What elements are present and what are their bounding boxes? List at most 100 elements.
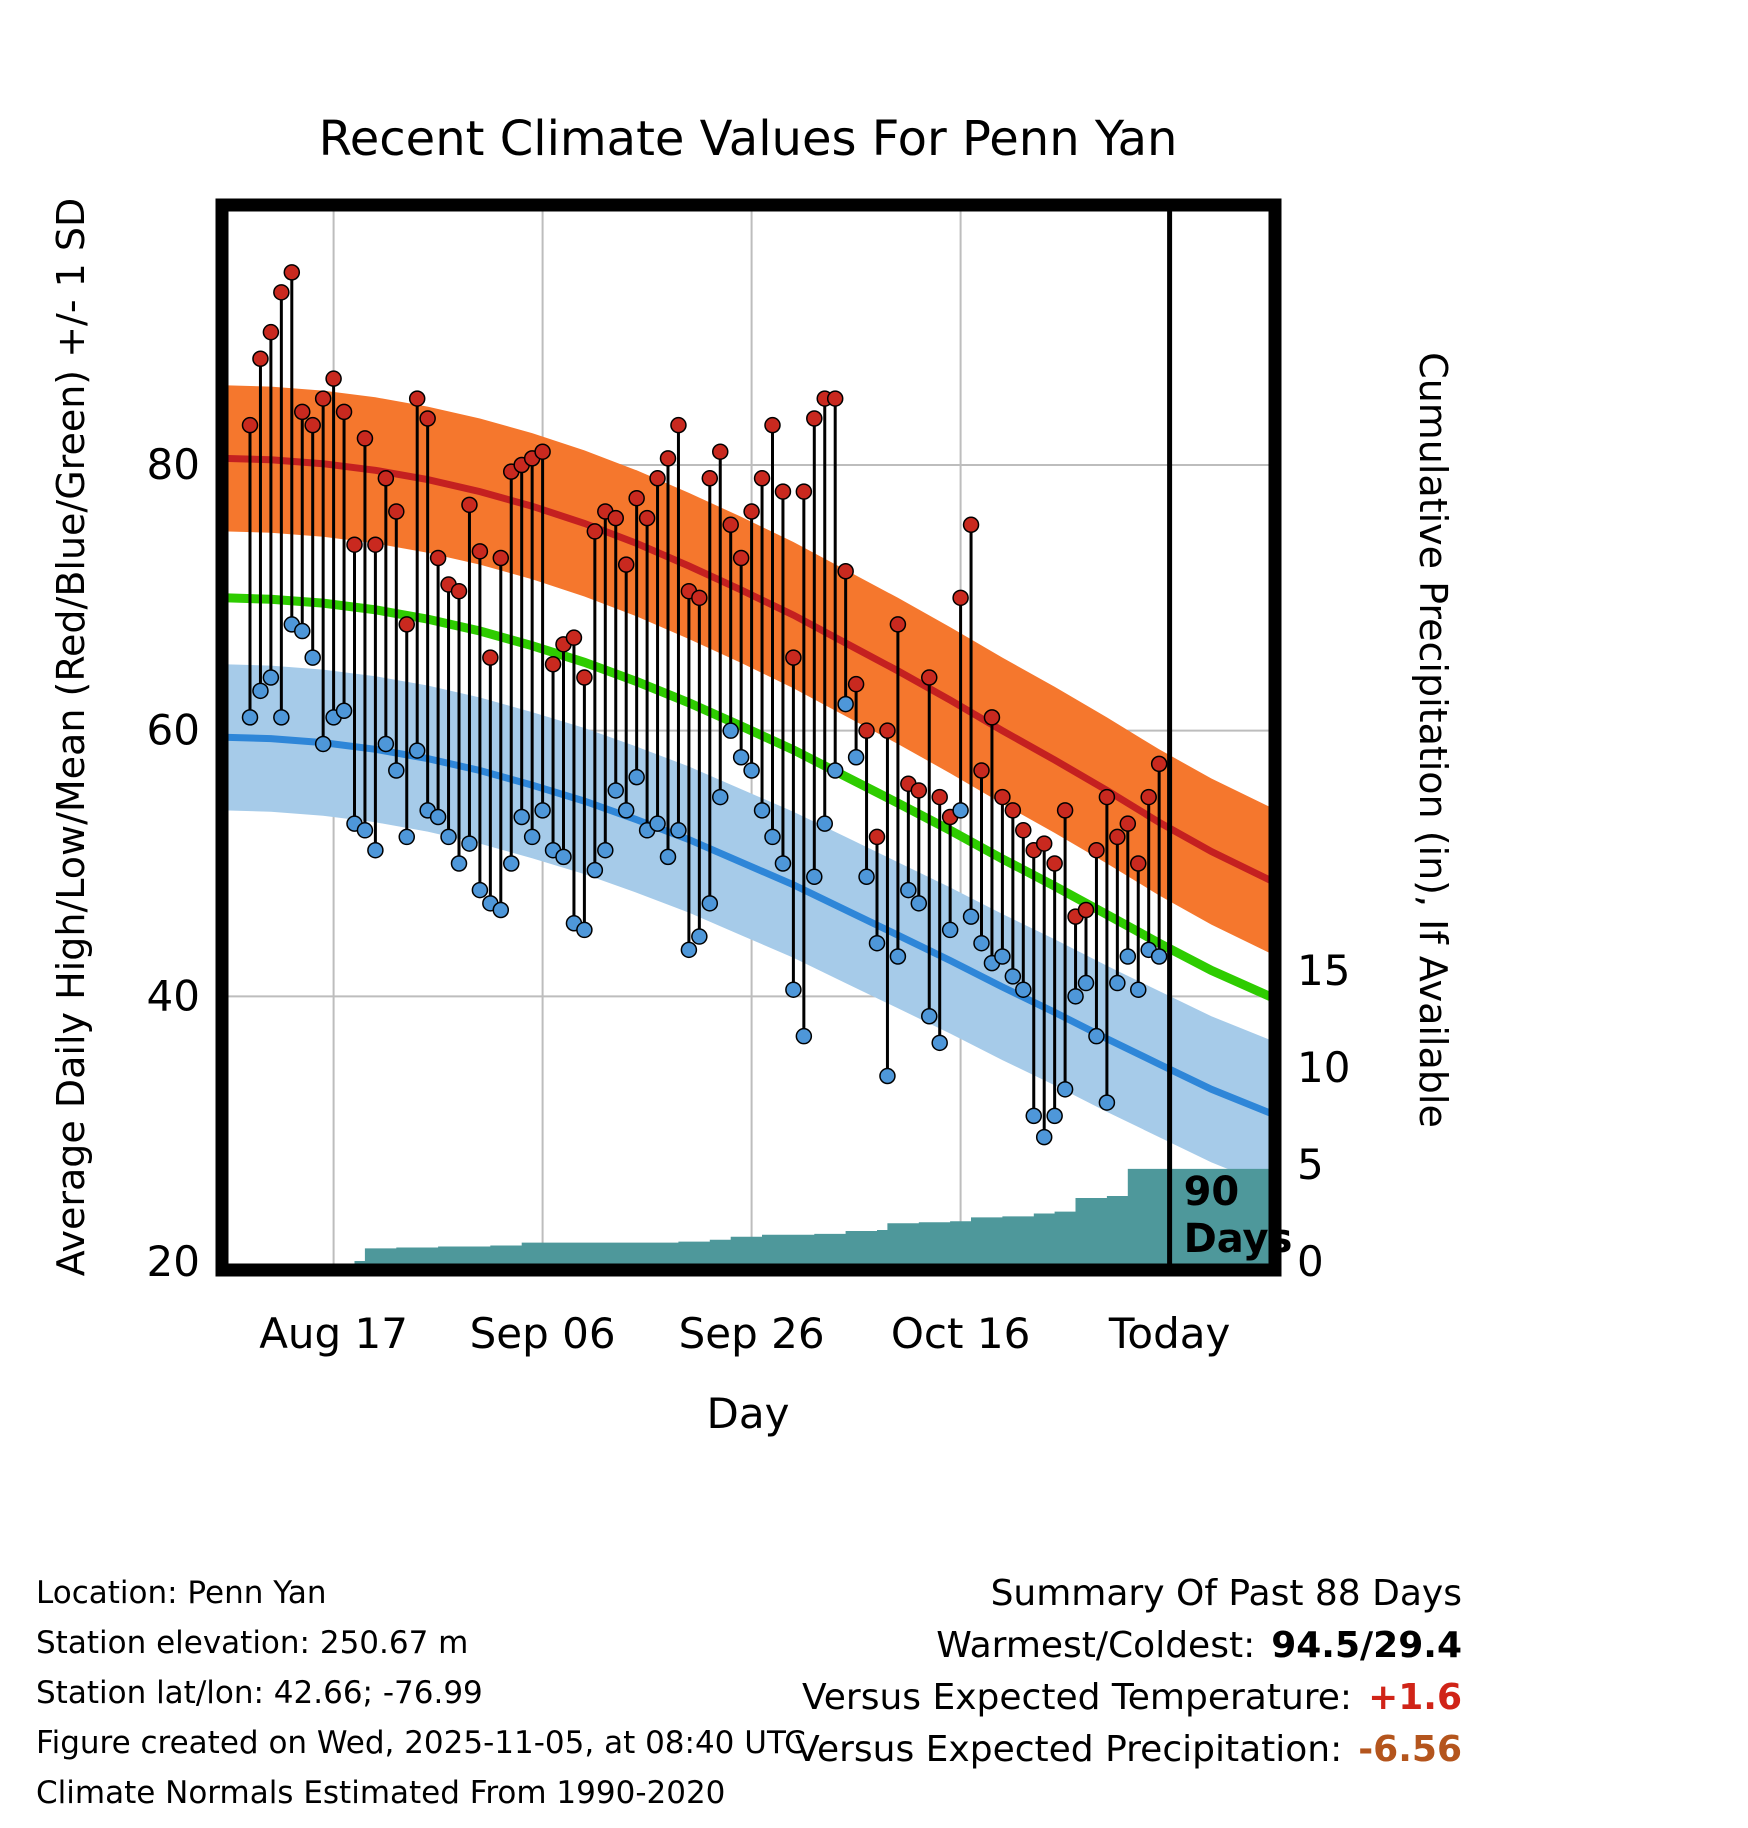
ninety-days-label-line1: 90 bbox=[1184, 1169, 1240, 1215]
climate-normals-note: Climate Normals Estimated From 1990-2020 bbox=[36, 1775, 726, 1811]
daily-high-dot bbox=[419, 410, 436, 427]
warmest-coldest-label: Warmest/Coldest: bbox=[936, 1625, 1256, 1666]
daily-low-dot bbox=[816, 815, 833, 832]
daily-high-dot bbox=[1035, 835, 1053, 852]
y-left-tick-label: 40 bbox=[147, 971, 200, 1020]
summary-vs-temperature: Versus Expected Temperature: +1.6 bbox=[795, 1672, 1462, 1724]
daily-high-dot bbox=[691, 589, 708, 607]
daily-low-dot bbox=[900, 881, 917, 899]
daily-high-dot bbox=[283, 264, 301, 281]
daily-high-dot bbox=[356, 430, 374, 447]
daily-low-dot bbox=[941, 921, 959, 939]
daily-low-dot bbox=[962, 908, 980, 925]
daily-high-dot bbox=[670, 416, 687, 434]
daily-low-dot bbox=[461, 835, 478, 852]
station-location: Location: Penn Yan bbox=[36, 1575, 327, 1611]
summary-title: Summary Of Past 88 Days bbox=[990, 1573, 1462, 1614]
daily-high-dot bbox=[889, 616, 907, 633]
daily-low-dot bbox=[440, 828, 457, 846]
vs-precipitation-label: Versus Expected Precipitation: bbox=[795, 1729, 1343, 1770]
daily-high-dot bbox=[1056, 802, 1074, 819]
daily-low-dot bbox=[732, 748, 750, 766]
daily-low-dot bbox=[304, 649, 321, 666]
daily-high-dot bbox=[764, 416, 781, 434]
daily-high-dot bbox=[753, 470, 771, 487]
daily-low-dot bbox=[858, 868, 875, 886]
daily-low-dot bbox=[680, 941, 698, 959]
daily-high-dot bbox=[325, 370, 342, 387]
daily-low-dot bbox=[377, 735, 395, 753]
x-tick-label: Sep 26 bbox=[679, 1309, 825, 1358]
daily-low-dot bbox=[1119, 948, 1137, 965]
daily-low-dot bbox=[1035, 1128, 1053, 1146]
daily-high-dot bbox=[1119, 815, 1137, 832]
daily-low-dot bbox=[367, 841, 384, 859]
daily-high-dot bbox=[1140, 788, 1157, 806]
daily-high-dot bbox=[450, 582, 468, 600]
daily-high-dot bbox=[732, 549, 750, 567]
daily-low-dot bbox=[1056, 1081, 1074, 1098]
plot-border bbox=[215, 198, 1282, 1277]
daily-low-dot bbox=[670, 822, 687, 839]
y-left-tick-label: 60 bbox=[147, 706, 200, 755]
daily-low-dot bbox=[1077, 974, 1095, 992]
daily-high-dot bbox=[983, 709, 1001, 726]
station-info: Location: Penn Yan Station elevation: 25… bbox=[36, 1568, 806, 1818]
daily-high-dot bbox=[1109, 828, 1126, 846]
warmest-coldest-value: 94.5/29.4 bbox=[1271, 1625, 1462, 1666]
daily-high-dot bbox=[847, 675, 865, 693]
daily-high-dot bbox=[294, 403, 311, 421]
daily-high-dot bbox=[931, 788, 948, 806]
daily-low-dot bbox=[994, 948, 1011, 965]
daily-low-dot bbox=[628, 768, 645, 786]
daily-high-dot bbox=[617, 556, 635, 573]
daily-low-dot bbox=[973, 934, 990, 952]
daily-low-dot bbox=[952, 802, 969, 819]
daily-low-dot bbox=[806, 868, 823, 886]
station-latlon: Station lat/lon: 42.66; -76.99 bbox=[36, 1675, 483, 1711]
daily-low-dot bbox=[1046, 1107, 1063, 1125]
daily-low-dot bbox=[1098, 1094, 1116, 1111]
daily-high-dot bbox=[398, 616, 415, 633]
daily-low-dot bbox=[649, 815, 666, 832]
daily-low-dot bbox=[1150, 948, 1168, 965]
daily-low-dot bbox=[429, 808, 447, 826]
daily-high-dot bbox=[1015, 822, 1032, 839]
station-elevation: Station elevation: 250.67 m bbox=[36, 1625, 469, 1661]
daily-high-dot bbox=[638, 509, 656, 527]
daily-high-dot bbox=[304, 416, 321, 434]
daily-high-dot bbox=[262, 323, 280, 341]
daily-low-dot bbox=[795, 1027, 813, 1045]
daily-high-dot bbox=[659, 450, 677, 467]
daily-low-dot bbox=[1067, 988, 1084, 1005]
daily-high-dot bbox=[377, 470, 395, 487]
daily-low-dot bbox=[931, 1034, 948, 1052]
y-right-tick-label: 5 bbox=[1297, 1140, 1324, 1189]
daily-low-dot bbox=[691, 928, 708, 945]
daily-high-dot bbox=[712, 443, 729, 460]
daily-low-dot bbox=[586, 861, 604, 879]
precip-area bbox=[354, 1168, 1275, 1264]
daily-low-dot bbox=[262, 669, 280, 686]
daily-low-dot bbox=[785, 981, 802, 998]
daily-low-dot bbox=[294, 622, 311, 640]
daily-high-dot bbox=[826, 390, 844, 407]
vs-precipitation-value: -6.56 bbox=[1358, 1729, 1462, 1770]
daily-low-dot bbox=[597, 841, 614, 859]
daily-low-dot bbox=[356, 822, 374, 839]
daily-high-dot bbox=[576, 669, 593, 686]
daily-low-dot bbox=[252, 682, 269, 700]
daily-high-dot bbox=[461, 496, 478, 514]
daily-low-dot bbox=[471, 881, 489, 899]
right-axis-label: Cumulative Precipitation (in), If Availa… bbox=[1411, 352, 1455, 1128]
low-normal-line bbox=[223, 733, 1275, 1118]
daily-high-dot bbox=[858, 722, 875, 739]
daily-high-dot bbox=[314, 390, 332, 407]
daily-high-dot bbox=[701, 470, 719, 487]
daily-high-dot bbox=[962, 516, 980, 534]
daily-high-dot bbox=[544, 656, 562, 673]
daily-high-dot bbox=[1150, 755, 1168, 773]
daily-low-dot bbox=[910, 895, 928, 912]
